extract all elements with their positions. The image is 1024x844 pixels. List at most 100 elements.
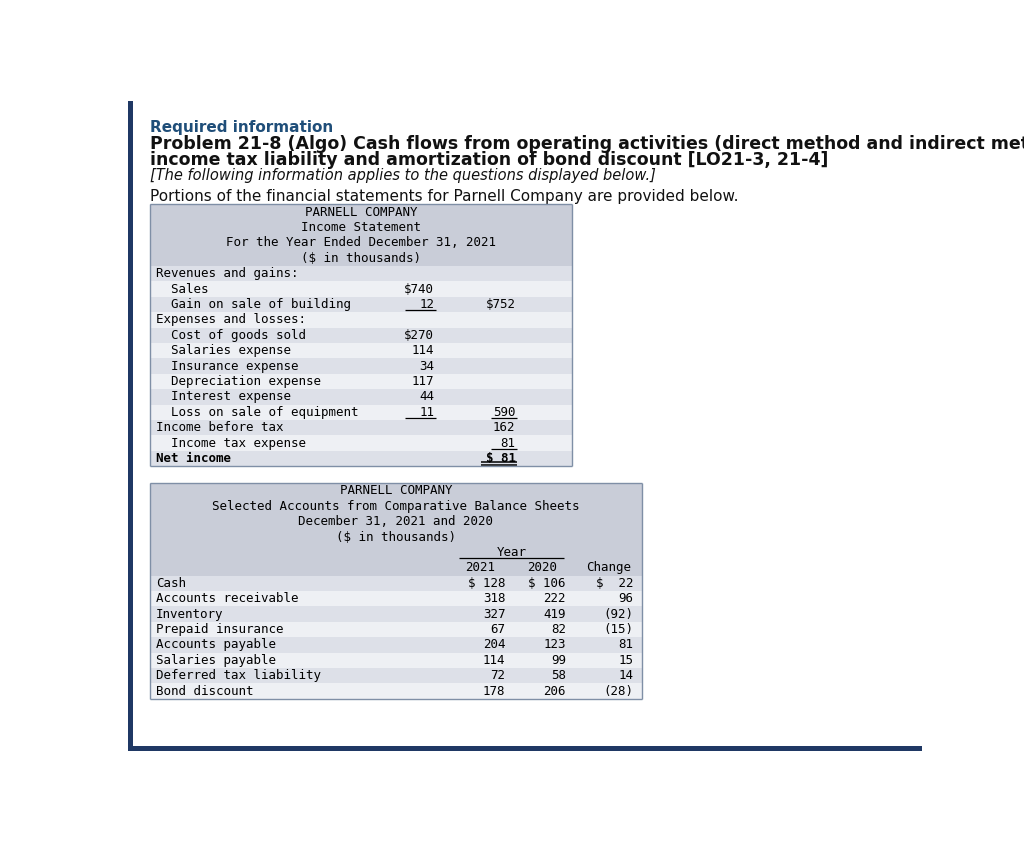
Bar xyxy=(150,374,572,389)
Text: Loss on sale of equipment: Loss on sale of equipment xyxy=(156,406,358,419)
Text: 12: 12 xyxy=(419,298,434,311)
Bar xyxy=(150,266,572,281)
Text: 419: 419 xyxy=(544,608,566,620)
Text: 222: 222 xyxy=(544,592,566,605)
Text: PARNELL COMPANY: PARNELL COMPANY xyxy=(340,484,452,497)
Text: 96: 96 xyxy=(618,592,633,605)
Bar xyxy=(150,312,572,327)
Bar xyxy=(128,746,922,751)
Bar xyxy=(150,684,642,699)
Text: Cost of goods sold: Cost of goods sold xyxy=(156,329,306,342)
Bar xyxy=(150,560,642,576)
Bar xyxy=(150,436,572,451)
Text: Depreciation expense: Depreciation expense xyxy=(156,375,321,388)
Text: 99: 99 xyxy=(551,654,566,667)
Bar xyxy=(150,327,572,343)
Text: $ 128: $ 128 xyxy=(468,576,506,590)
Text: 67: 67 xyxy=(490,623,506,636)
Text: Cash: Cash xyxy=(156,576,186,590)
Text: 14: 14 xyxy=(618,669,633,682)
Text: Sales: Sales xyxy=(156,283,209,295)
Text: Income tax expense: Income tax expense xyxy=(156,436,306,450)
Text: For the Year Ended December 31, 2021: For the Year Ended December 31, 2021 xyxy=(226,236,496,250)
Text: $740: $740 xyxy=(404,283,434,295)
Text: 11: 11 xyxy=(419,406,434,419)
Text: Change: Change xyxy=(586,561,631,575)
Text: 318: 318 xyxy=(483,592,506,605)
Bar xyxy=(128,101,133,751)
Bar xyxy=(150,637,642,652)
Bar xyxy=(150,404,572,420)
Text: 2021: 2021 xyxy=(466,561,496,575)
Text: income tax liability and amortization of bond discount [LO21-3, 21-4]: income tax liability and amortization of… xyxy=(150,151,828,170)
Text: 114: 114 xyxy=(483,654,506,667)
Text: PARNELL COMPANY: PARNELL COMPANY xyxy=(304,206,417,219)
Text: $ 81: $ 81 xyxy=(485,452,515,465)
Bar xyxy=(150,484,642,544)
Text: 178: 178 xyxy=(483,684,506,698)
Text: Insurance expense: Insurance expense xyxy=(156,360,298,373)
Text: $752: $752 xyxy=(485,298,515,311)
Text: 206: 206 xyxy=(544,684,566,698)
Text: 114: 114 xyxy=(412,344,434,357)
Text: Selected Accounts from Comparative Balance Sheets: Selected Accounts from Comparative Balan… xyxy=(212,500,580,513)
Text: 44: 44 xyxy=(419,391,434,403)
Text: 82: 82 xyxy=(551,623,566,636)
Text: 72: 72 xyxy=(490,669,506,682)
Text: 327: 327 xyxy=(483,608,506,620)
Text: Income Statement: Income Statement xyxy=(301,221,421,234)
Bar xyxy=(150,281,572,297)
Text: 15: 15 xyxy=(618,654,633,667)
Text: 123: 123 xyxy=(544,638,566,652)
Text: $270: $270 xyxy=(404,329,434,342)
Text: Bond discount: Bond discount xyxy=(156,684,253,698)
Bar xyxy=(150,420,572,436)
Bar xyxy=(150,451,572,466)
Bar xyxy=(150,668,642,684)
Text: Net income: Net income xyxy=(156,452,230,465)
Text: Gain on sale of building: Gain on sale of building xyxy=(156,298,351,311)
Text: (28): (28) xyxy=(603,684,633,698)
Bar xyxy=(150,606,642,622)
Text: Deferred tax liability: Deferred tax liability xyxy=(156,669,321,682)
Bar xyxy=(150,576,642,591)
Bar xyxy=(150,343,572,359)
Bar xyxy=(150,204,572,266)
Text: (92): (92) xyxy=(603,608,633,620)
Text: 81: 81 xyxy=(618,638,633,652)
Text: ($ in thousands): ($ in thousands) xyxy=(301,252,421,265)
Text: Portions of the financial statements for Parnell Company are provided below.: Portions of the financial statements for… xyxy=(150,189,738,204)
Text: Year: Year xyxy=(497,546,526,559)
Bar xyxy=(150,389,572,404)
Text: Salaries payable: Salaries payable xyxy=(156,654,275,667)
Text: 590: 590 xyxy=(493,406,515,419)
Text: Prepaid insurance: Prepaid insurance xyxy=(156,623,284,636)
Bar xyxy=(150,591,642,606)
Text: 2020: 2020 xyxy=(527,561,558,575)
Text: 204: 204 xyxy=(483,638,506,652)
Text: $  22: $ 22 xyxy=(596,576,633,590)
Text: Accounts payable: Accounts payable xyxy=(156,638,275,652)
Text: Accounts receivable: Accounts receivable xyxy=(156,592,298,605)
Bar xyxy=(150,652,642,668)
Text: Expenses and losses:: Expenses and losses: xyxy=(156,313,306,327)
Text: 81: 81 xyxy=(501,436,515,450)
Text: $ 106: $ 106 xyxy=(528,576,566,590)
Text: 34: 34 xyxy=(419,360,434,373)
Text: Income before tax: Income before tax xyxy=(156,421,284,435)
Bar xyxy=(150,297,572,312)
Bar xyxy=(150,359,572,374)
Text: 117: 117 xyxy=(412,375,434,388)
Text: Required information: Required information xyxy=(150,120,333,135)
Text: ($ in thousands): ($ in thousands) xyxy=(336,531,456,544)
Text: December 31, 2021 and 2020: December 31, 2021 and 2020 xyxy=(298,515,494,528)
Bar xyxy=(150,622,642,637)
Text: [The following information applies to the questions displayed below.]: [The following information applies to th… xyxy=(150,168,655,183)
Text: Salaries expense: Salaries expense xyxy=(156,344,291,357)
Text: Interest expense: Interest expense xyxy=(156,391,291,403)
Text: 162: 162 xyxy=(493,421,515,435)
Text: Problem 21-8 (Algo) Cash flows from operating activities (direct method and indi: Problem 21-8 (Algo) Cash flows from oper… xyxy=(150,135,1024,153)
Bar xyxy=(150,544,642,560)
Text: Inventory: Inventory xyxy=(156,608,223,620)
Text: 58: 58 xyxy=(551,669,566,682)
